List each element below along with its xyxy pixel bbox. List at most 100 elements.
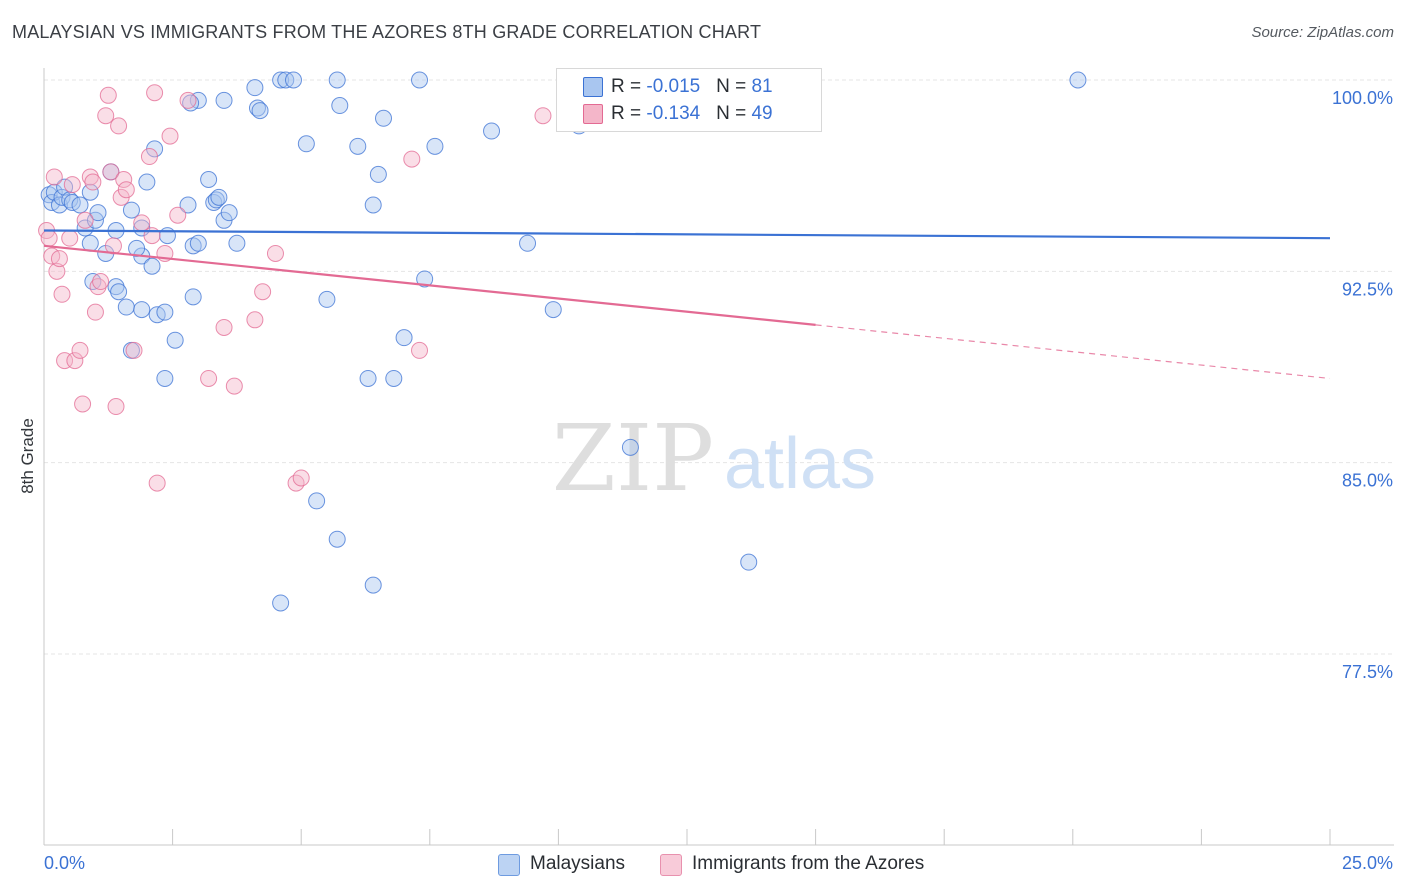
legend-label-azores: Immigrants from the Azores <box>692 853 925 874</box>
azores-point <box>287 474 305 492</box>
malaysian-point <box>200 170 218 188</box>
malaysian-point <box>107 278 125 296</box>
malaysian-point <box>395 329 413 347</box>
azores-point <box>97 107 115 125</box>
x-tick-label-max: 25.0% <box>1342 853 1393 873</box>
x-tick-label-min: 0.0% <box>44 853 85 873</box>
r-value: -0.015 <box>646 76 701 97</box>
azores-point <box>110 117 128 135</box>
azores-point <box>246 311 264 329</box>
azores-point <box>292 469 310 487</box>
r-label: R = <box>611 103 647 124</box>
azores-point <box>169 206 187 224</box>
azores-point <box>254 283 272 301</box>
malaysian-point <box>318 290 336 308</box>
malaysian-point <box>621 438 639 456</box>
malaysian-point <box>166 331 184 349</box>
azores-point <box>66 352 84 370</box>
malaysian-point <box>308 492 326 510</box>
azores-point <box>179 91 197 109</box>
malaysians-swatch <box>583 77 603 97</box>
malaysian-point <box>110 283 128 301</box>
malaysian-point <box>156 369 174 387</box>
malaysian-point <box>143 257 161 275</box>
malaysian-point <box>138 173 156 191</box>
source-note: Source: ZipAtlas.com <box>1251 24 1394 41</box>
azores-point <box>74 395 92 413</box>
malaysian-point <box>220 204 238 222</box>
trend-extension-azores <box>815 324 1331 380</box>
azores-point <box>53 285 71 303</box>
series-azores <box>38 84 552 492</box>
malaysian-point <box>179 196 197 214</box>
malaysian-point <box>740 553 758 571</box>
azores-point <box>534 107 552 125</box>
malaysians-legend-swatch <box>498 854 520 876</box>
malaysian-point <box>89 204 107 222</box>
data-points <box>38 71 1087 612</box>
malaysian-point <box>272 594 290 612</box>
azores-point <box>133 214 151 232</box>
series-malaysians <box>40 71 1087 612</box>
malaysian-point <box>375 109 393 127</box>
malaysian-point <box>416 270 434 288</box>
malaysian-point <box>71 196 89 214</box>
azores-point <box>71 341 89 359</box>
y-tick-label: 85.0% <box>1342 471 1393 491</box>
azores-point <box>146 84 164 102</box>
malaysian-point <box>205 193 223 211</box>
azores-point <box>56 352 74 370</box>
azores-point <box>50 250 68 268</box>
azores-point <box>143 227 161 245</box>
malaysian-point <box>364 196 382 214</box>
series-legend: Malaysians Immigrants from the Azores <box>0 852 1406 878</box>
trend-line-azores <box>43 244 816 327</box>
azores-point <box>125 341 143 359</box>
malaysian-point <box>385 369 403 387</box>
azores-point <box>92 273 110 291</box>
trend-lines <box>43 229 1331 380</box>
malaysian-point <box>284 71 302 89</box>
malaysian-point <box>349 137 367 155</box>
n-value: 81 <box>751 76 773 97</box>
malaysian-point <box>215 91 233 109</box>
malaysian-point <box>207 191 225 209</box>
malaysian-point <box>411 71 429 89</box>
malaysian-point <box>328 71 346 89</box>
malaysian-point <box>331 97 349 115</box>
azores-legend-swatch <box>660 854 682 876</box>
azores-point <box>140 148 158 166</box>
r-value: -0.134 <box>646 103 701 124</box>
n-label: N = <box>716 76 752 97</box>
y-tick-label: 77.5% <box>1342 662 1393 682</box>
azores-point <box>61 229 79 247</box>
tick-labels: 77.5% 85.0% 92.5% 100.0% 0.0% 25.0% <box>44 88 1393 873</box>
azores-point <box>48 262 66 280</box>
azores-point <box>102 163 120 181</box>
malaysian-point <box>189 234 207 252</box>
malaysian-point <box>1069 71 1087 89</box>
azores-point <box>99 86 117 104</box>
n-label: N = <box>716 103 752 124</box>
azores-point <box>76 211 94 229</box>
malaysian-point <box>184 237 202 255</box>
chart-title: MALAYSIAN VS IMMIGRANTS FROM THE AZORES … <box>12 22 762 42</box>
malaysian-point <box>122 201 140 219</box>
watermark-atlas: atlas <box>724 424 876 504</box>
malaysian-point <box>369 165 387 183</box>
malaysian-point <box>297 135 315 153</box>
malaysian-point <box>228 234 246 252</box>
malaysian-point <box>133 301 151 319</box>
malaysian-point <box>210 188 228 206</box>
malaysian-point <box>158 227 176 245</box>
stats-legend: R = -0.015 N = 81 R = -0.134 N = 49 <box>556 68 822 132</box>
azores-point <box>115 170 133 188</box>
malaysian-point <box>184 288 202 306</box>
r-label: R = <box>611 76 647 97</box>
malaysian-point <box>182 94 200 112</box>
malaysian-point <box>483 122 501 140</box>
trend-line-malaysians <box>43 229 1331 240</box>
azores-point <box>117 181 135 199</box>
azores-point <box>107 398 125 416</box>
